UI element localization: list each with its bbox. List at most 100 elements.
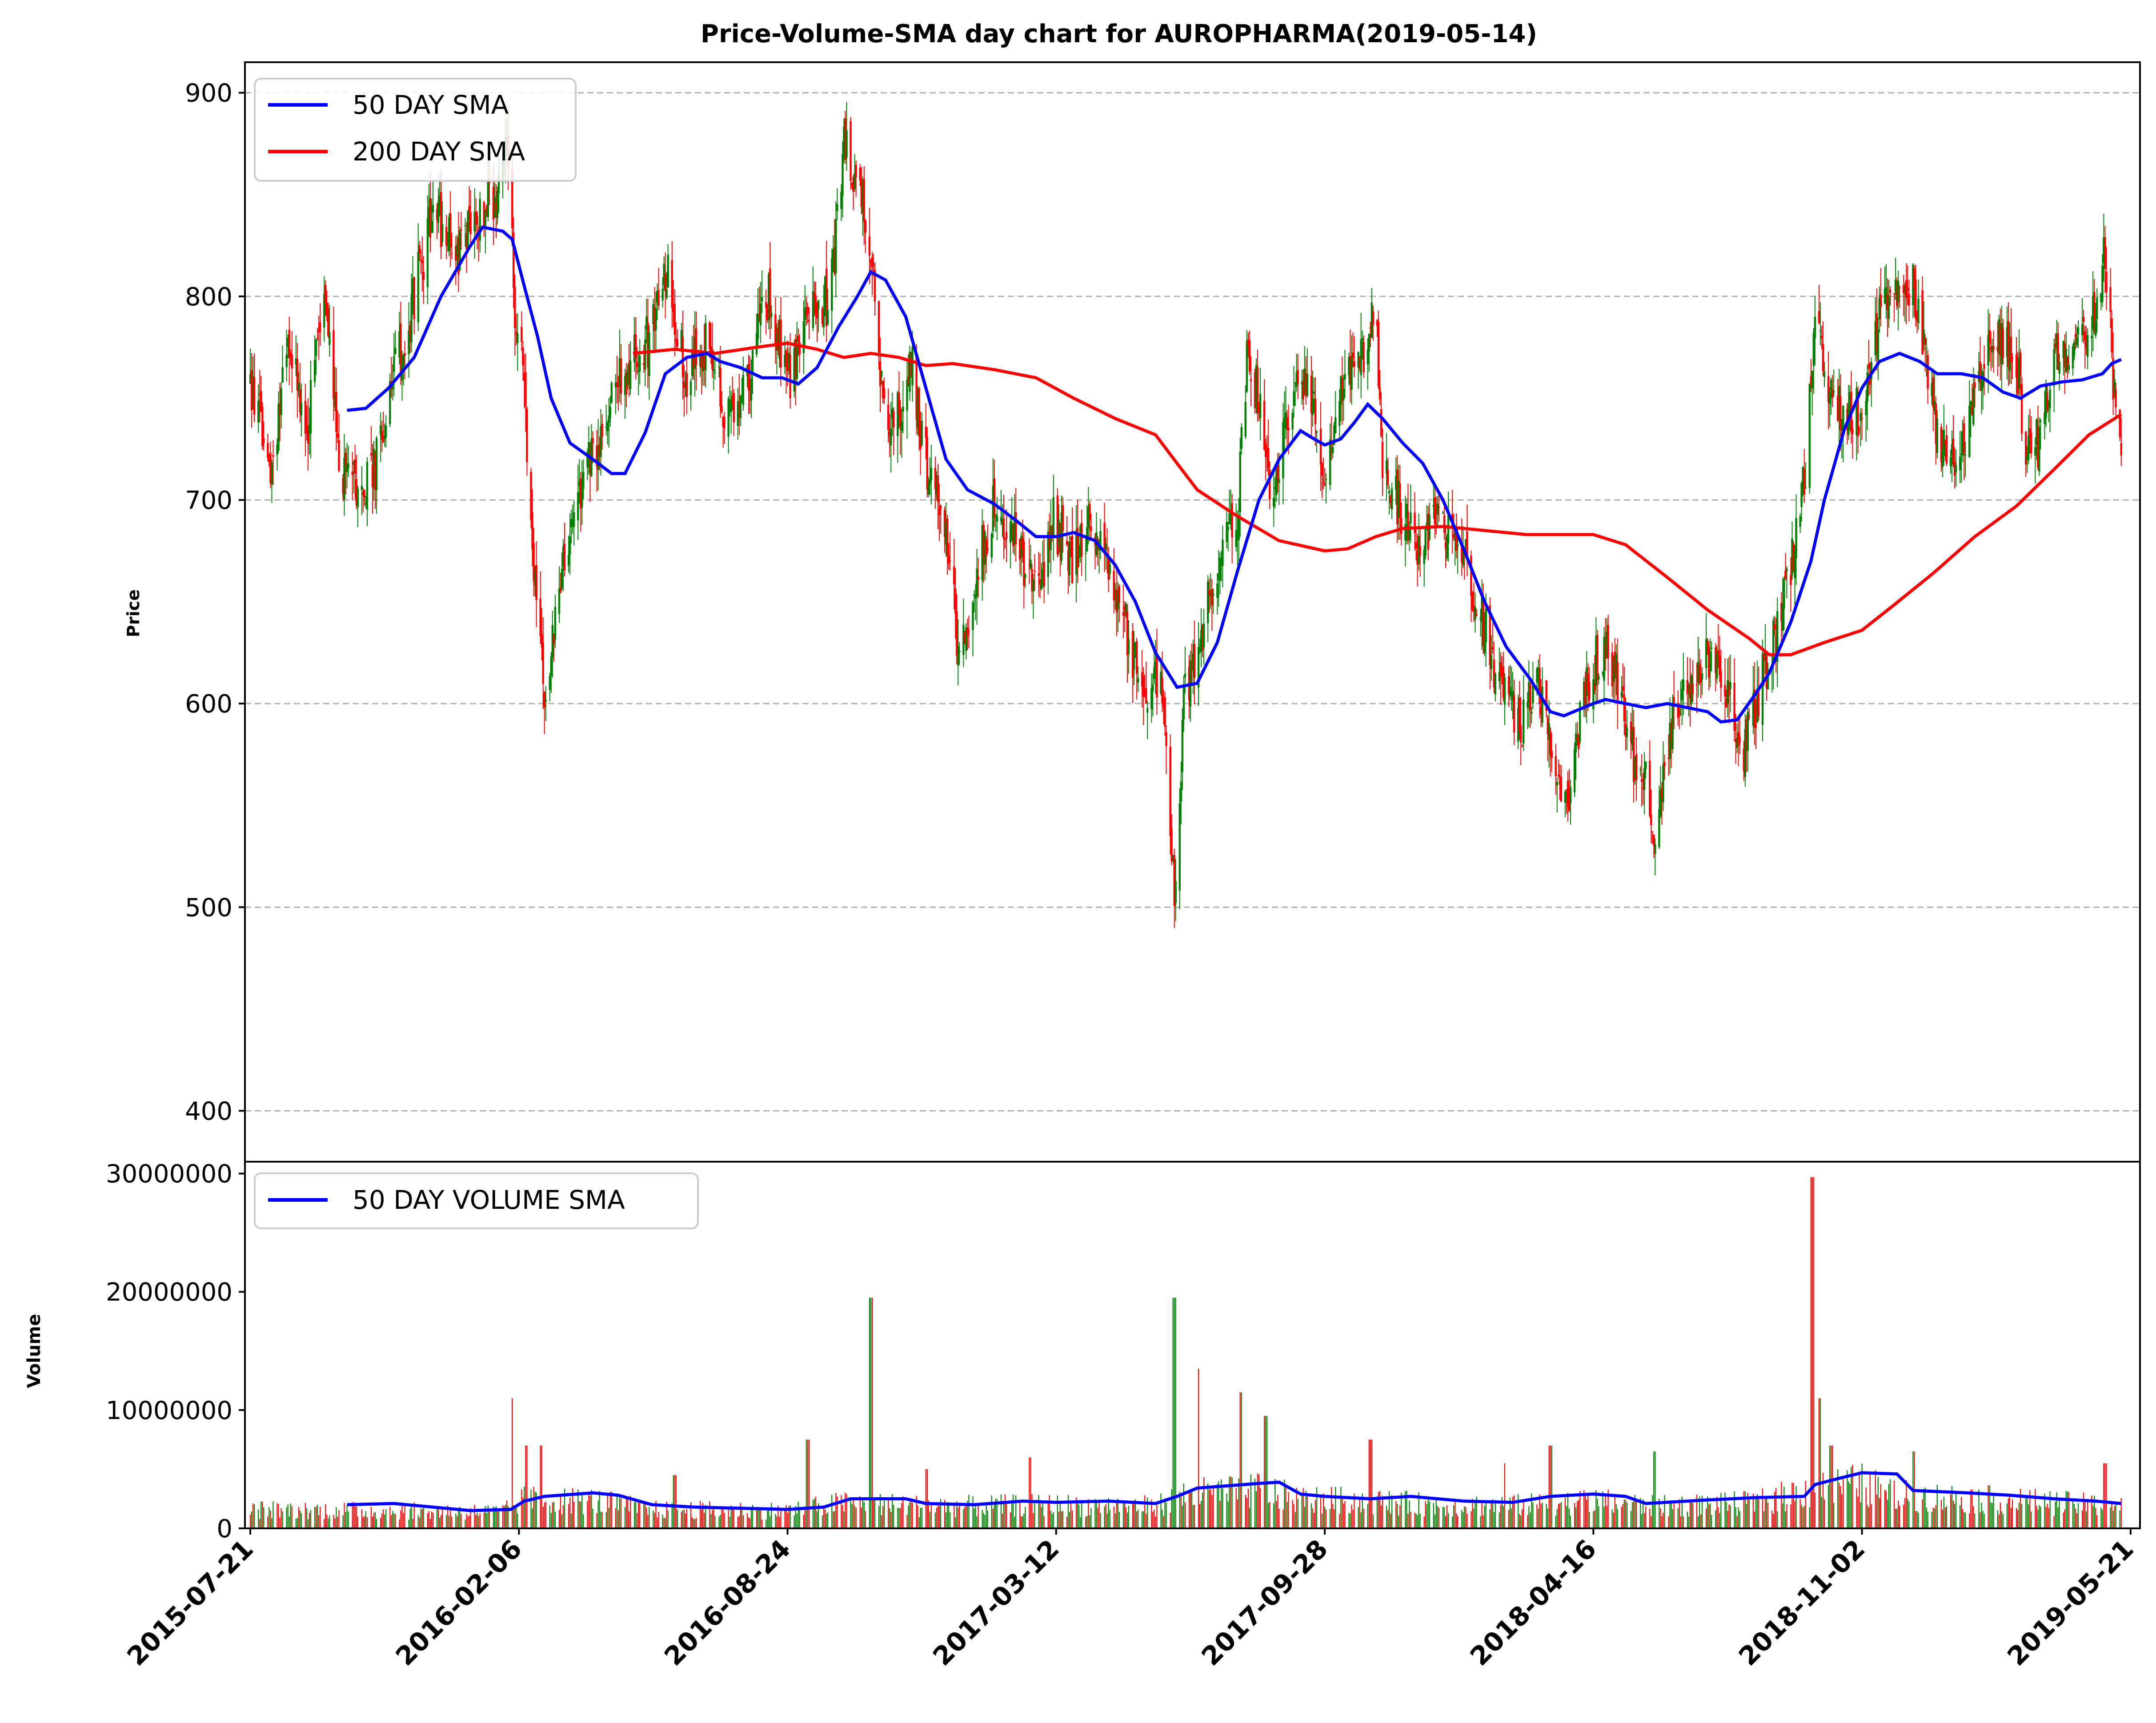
candle-body: [1277, 465, 1279, 481]
candle-body: [761, 297, 763, 301]
candle-body: [1823, 372, 1826, 377]
candle-body: [1212, 594, 1214, 596]
candle-body: [653, 308, 656, 331]
candle-body: [1218, 573, 1220, 580]
candle-body: [789, 355, 791, 398]
candle-body: [252, 376, 254, 404]
candle-body: [921, 420, 923, 445]
candle-body: [409, 325, 411, 335]
candle-body: [1729, 682, 1731, 689]
candle-body: [1838, 386, 1840, 421]
candle-body: [400, 323, 402, 376]
candle-body: [1861, 418, 1863, 420]
candle-body: [634, 334, 637, 359]
candle-body: [608, 416, 610, 423]
candle-body: [1391, 488, 1393, 510]
candle-body: [1541, 687, 1543, 723]
candle-body: [429, 198, 432, 238]
candle-body: [1715, 647, 1717, 673]
candle-body: [362, 492, 365, 496]
candle-body: [1013, 520, 1016, 544]
candle-body: [1701, 673, 1703, 680]
candle-body: [1849, 392, 1851, 414]
candle-body: [1540, 707, 1542, 714]
candle-body: [949, 560, 951, 561]
candle-body: [1667, 758, 1670, 760]
candle-body: [1485, 609, 1487, 643]
candle-body: [610, 383, 613, 403]
candle-body: [1227, 527, 1229, 531]
candle-body: [1615, 654, 1617, 679]
candle-body: [2077, 327, 2080, 335]
candle-body: [355, 479, 357, 505]
candle-body: [2062, 340, 2064, 359]
candle-body: [464, 225, 466, 226]
candle-body: [1831, 390, 1834, 399]
candle-body: [609, 406, 611, 419]
sma200-line: [633, 341, 2122, 656]
candle-body: [496, 191, 499, 218]
candle-body: [381, 430, 383, 440]
candle-body: [1020, 536, 1022, 557]
candle-body: [1786, 568, 1788, 572]
candle-body: [1047, 532, 1049, 577]
candle-body: [850, 121, 852, 181]
candle-body: [370, 453, 373, 456]
candle-body: [1706, 641, 1709, 655]
candle-body: [1598, 676, 1600, 680]
candle-body: [909, 352, 911, 392]
candle-body: [868, 236, 871, 256]
candle-body: [1144, 688, 1146, 689]
candle-body: [285, 355, 288, 368]
candle-body: [1126, 611, 1129, 656]
candle-body: [842, 154, 844, 196]
candle-body: [718, 366, 720, 368]
candle-body: [953, 566, 955, 584]
candle-body: [1311, 398, 1314, 416]
candle-body: [586, 452, 589, 468]
candle-body: [473, 212, 476, 232]
candle-body: [1134, 649, 1137, 652]
candle-body: [1454, 533, 1456, 540]
candle-body: [1052, 497, 1054, 538]
candle-body: [880, 371, 883, 377]
candle-body: [1955, 465, 1957, 473]
candle-body: [1828, 392, 1831, 404]
candle-body: [1670, 723, 1672, 740]
candle-body: [554, 607, 557, 640]
candle-body: [974, 594, 977, 599]
candle-body: [1250, 379, 1252, 381]
candle-body: [1725, 699, 1727, 708]
candle-body: [1266, 448, 1268, 452]
candle-body: [1963, 423, 1965, 454]
candle-body: [1022, 538, 1024, 549]
candle-body: [493, 196, 496, 218]
candle-body: [601, 424, 603, 437]
candle-body: [1727, 680, 1729, 704]
candle-body: [1172, 856, 1174, 859]
candle-body: [897, 392, 899, 436]
price-y-tick-label: 600: [185, 690, 232, 719]
candle-body: [851, 183, 853, 186]
candle-body: [1145, 688, 1147, 704]
candle-body: [523, 372, 525, 381]
candle-body: [1303, 368, 1306, 390]
candle-body: [812, 291, 814, 328]
candle-body: [1470, 556, 1472, 596]
candle-body: [1192, 653, 1194, 671]
candle-body: [647, 322, 649, 368]
candle-body: [1867, 364, 1870, 369]
candle-body: [1239, 452, 1241, 512]
candle-body: [334, 394, 336, 407]
candle-body: [1820, 336, 1823, 339]
candle-body: [757, 313, 759, 339]
candle-body: [1499, 662, 1502, 677]
candle-body: [808, 320, 810, 321]
candle-body: [1631, 730, 1634, 745]
candle-body: [418, 245, 421, 254]
candle-body: [346, 464, 348, 472]
candle-body: [1612, 660, 1615, 682]
candle-body: [805, 312, 808, 316]
candle-body: [1772, 620, 1775, 665]
candle-body: [1952, 438, 1955, 465]
